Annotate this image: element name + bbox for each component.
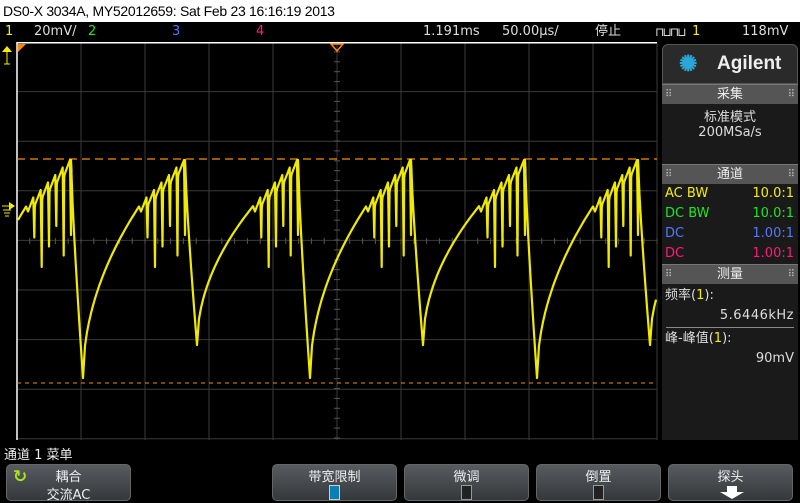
channel-2-label[interactable]: 2 [88,24,97,39]
channel-1-row: AC BW 10.0:1 [662,184,798,204]
coupling-button[interactable]: ↻ 耦合 交流AC [6,464,131,503]
bandwidth-limit-button[interactable]: 带宽限制 [272,464,397,501]
trigger-position-marker [18,44,26,52]
side-panel: ✺ Agilent 采集 标准模式 200MSa/s 通道 AC BW 10.0:1… [660,44,798,440]
rotate-knob-icon: ↻ [13,467,28,487]
channel-1-ground-marker-icon [2,202,15,217]
channels-header[interactable]: 通道 [662,164,798,185]
button-label: 探头 [717,470,744,485]
measurement-vpp-label: 峰-峰值(1): [665,331,732,346]
trigger-level[interactable]: 118mV [742,24,789,39]
channel-1-trace [17,158,658,380]
button-label: 带宽限制 [308,470,361,485]
button-label: 倒置 [585,470,612,485]
probe-ratio: 1.00:1 [752,246,794,261]
trigger-level-arrow-icon [2,46,12,65]
coupling: DC [665,226,685,241]
channel-1-label[interactable]: 1 [5,24,14,39]
channel-3-row: DC 1.00:1 [662,224,798,244]
status-bar: 1 20mV/ 2 3 4 1.191ms 50.00µs/ 停止 ⊓⊔⊓⊔ 1… [0,22,800,42]
trigger-time-marker-icon [329,43,345,53]
probe-button[interactable]: 探头 [668,464,793,501]
sample-rate: 200MSa/s [698,125,762,140]
graticule [16,42,658,440]
divider [666,327,794,328]
brand-name: Agilent [717,53,782,74]
submenu-arrow-down-icon [720,486,744,499]
window-title: DS0-X 3034A, MY52012659: Sat Feb 23 16:1… [0,0,800,22]
fine-adjust-button[interactable]: 微调 [404,464,529,501]
coupling: DC BW [665,206,710,221]
edge-trigger-icon: ⊓⊔⊓⊔ [655,25,686,39]
checkbox-checked-icon [329,485,340,500]
measurement-frequency-value: 5.6446kHz [719,308,794,323]
probe-ratio: 10.0:1 [752,206,794,221]
probe-ratio: 10.0:1 [752,186,794,201]
checkbox-unchecked-icon [593,485,604,500]
coupling: AC BW [665,186,709,201]
waveform-display[interactable] [0,42,660,440]
coupling: DC [665,246,685,261]
invert-button[interactable]: 倒置 [536,464,661,501]
channel-4-label[interactable]: 4 [256,24,265,39]
measurement-vpp-value: 90mV [755,351,794,366]
trigger-source[interactable]: 1 [692,24,701,39]
menu-title: 通道 1 菜单 [4,448,73,463]
probe-ratio: 1.00:1 [752,226,794,241]
button-label: 耦合 [55,470,82,485]
agilent-logo: ✺ Agilent [662,44,798,84]
channel-4-row: DC 1.00:1 [662,244,798,264]
time-scale[interactable]: 50.00µs/ [502,24,559,39]
acquisition-mode: 标准模式 [703,110,756,125]
channel-2-row: DC BW 10.0:1 [662,204,798,224]
measurements-header[interactable]: 测量 [662,264,798,285]
acquisition-header[interactable]: 采集 [662,84,798,105]
run-state: 停止 [595,24,622,39]
channel-3-label[interactable]: 3 [172,24,181,39]
spark-logo-icon: ✺ [679,51,698,76]
channel-1-scale[interactable]: 20mV/ [34,24,77,39]
button-label: 微调 [453,470,480,485]
checkbox-unchecked-icon [461,485,472,500]
time-delay[interactable]: 1.191ms [423,24,480,39]
button-value: 交流AC [46,488,91,503]
measurement-frequency-label: 频率(1): [665,288,714,303]
